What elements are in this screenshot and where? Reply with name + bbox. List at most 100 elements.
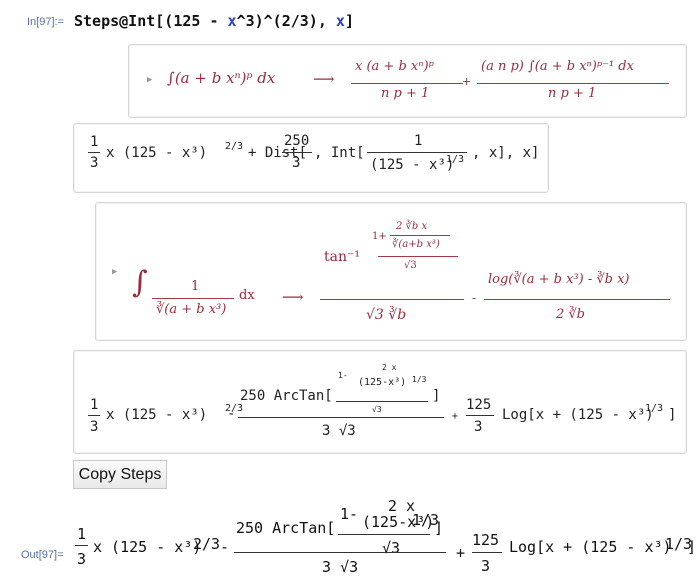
rule3-minus: -: [472, 291, 477, 305]
rule3-tan: tan⁻¹: [324, 249, 360, 265]
rule1-integral: ∫(a + b xⁿ)ᵖ dx: [167, 69, 276, 87]
copy-steps-button[interactable]: Copy Steps: [73, 460, 167, 489]
rule3-tan-inner-line: [390, 235, 450, 236]
out-in-sqrt: √3: [382, 539, 401, 557]
rule3-tan-inner-den: ∛(a+b x³): [392, 239, 440, 250]
rule1-term1-den: n p + 1: [381, 86, 430, 101]
step4-arctan-line: [238, 417, 444, 418]
step4-minus-sign: -: [227, 406, 236, 422]
out-minus: -: [220, 538, 230, 556]
input-code-mid: ^3)^(2/3),: [236, 12, 336, 30]
step2-frac-den: 3: [90, 155, 99, 171]
rule3-int-line: [152, 298, 234, 299]
out-in-exp: 1/3: [412, 511, 440, 529]
out-arctan-line: [234, 552, 446, 553]
input-var-x2: x: [335, 12, 345, 30]
expand-triangle-icon[interactable]: ▶: [147, 75, 153, 85]
step4-in-sqrt: √3: [372, 405, 382, 414]
step2-coef-den: 3: [292, 155, 301, 171]
step4-log-exp: 1/3: [645, 403, 664, 414]
step4-frac-line: [88, 415, 100, 416]
step4-log: Log[x + (125 - x³): [502, 407, 654, 423]
out-c-num: 125: [472, 531, 500, 549]
out-log: Log[x + (125 - x³): [509, 538, 672, 556]
out-frac-line: [75, 545, 88, 546]
rule3-log: log(∛(a + b x³) - ∛b x): [488, 272, 630, 287]
rule3-tan-line: [320, 299, 464, 300]
out-in-top: 1-: [340, 505, 359, 523]
step2-int: , Int[: [314, 145, 365, 161]
step2-tail: , x], x]: [472, 145, 540, 161]
out-in-line: [338, 534, 430, 535]
step2-int-line: [367, 152, 467, 153]
out-in-num: 2 x: [388, 497, 416, 515]
step2-int-num: 1: [414, 133, 423, 149]
step4-c-num: 125: [466, 397, 492, 413]
out-log-exp: 1/3: [665, 535, 693, 553]
step2-frac-line: [88, 152, 100, 153]
rule3-arrow: ⟶: [282, 288, 304, 306]
rule3-int-num: 1: [191, 279, 200, 294]
out-frac-num: 1: [77, 525, 87, 543]
input-var-x: x: [227, 12, 237, 30]
rule1-term1-num: x (a + b xⁿ)ᵖ: [355, 59, 434, 74]
input-code[interactable]: Steps@Int[(125 - x^3)^(2/3), x]: [74, 12, 354, 30]
expand-triangle-icon[interactable]: ▶: [112, 267, 118, 277]
out-plus: +: [456, 544, 466, 562]
output-label: Out[97]=: [21, 549, 64, 561]
rule1-term2-den: n p + 1: [548, 86, 597, 101]
out-arctan-den: 3 √3: [322, 558, 359, 576]
step2-int-den: (125 - x³): [370, 157, 455, 173]
rule1-term2-num: (a n p) ∫(a + b xⁿ)ᵖ⁻¹ dx: [481, 59, 634, 74]
step4-in-den: (125-x³): [358, 377, 407, 388]
out-arctan: 250 ArcTan[: [236, 519, 336, 537]
step4-c-den: 3: [474, 419, 483, 435]
step1-rule-frame[interactable]: ▶ ∫(a + b xⁿ)ᵖ dx ⟶ x (a + b xⁿ)ᵖ n p + …: [128, 44, 687, 118]
rule3-dx: dx: [239, 288, 255, 303]
rule3-log-den: 2 ∛b: [556, 307, 586, 322]
out-frac-den: 3: [77, 550, 87, 568]
step2-exp: 2/3: [225, 141, 244, 152]
step4-arctan: 250 ArcTan[: [240, 388, 333, 404]
step2-dist: + Dist[: [248, 145, 308, 161]
out-exp: 2/3: [193, 535, 221, 553]
out-bracket-close: ]: [434, 519, 444, 537]
rule3-int-den: ∛(a + b x³): [156, 302, 227, 317]
step4-arctan-den: 3 √3: [322, 423, 356, 439]
step3-rule-frame[interactable]: ▶ ∫ 1 ∛(a + b x³) dx ⟶ tan⁻¹ 1+ 2 ∛b x ∛…: [95, 202, 687, 341]
rule1-plus: +: [462, 75, 472, 88]
rule3-tan-inner-num: 2 ∛b x: [396, 221, 428, 232]
step4-frac-num: 1: [90, 397, 99, 413]
rule3-log-line: [484, 299, 670, 300]
step2-int-exp: 1/3: [446, 154, 465, 165]
input-code-post: ]: [344, 12, 354, 30]
step2-frac-num: 1: [90, 134, 99, 150]
step2-coef-num: 250: [284, 133, 310, 149]
step4-frame[interactable]: 1 3 x (125 - x³) 2/3 250 ArcTan[ 1- 2 x …: [73, 350, 687, 454]
input-code-pre: Steps@Int[(125 -: [74, 12, 228, 30]
out-c-den: 3: [481, 557, 491, 575]
out-x-part: x (125 - x³): [93, 538, 202, 556]
input-label: In[97]:=: [27, 16, 65, 28]
step4-in-exp: 1/3: [412, 375, 427, 384]
step4-c-line: [466, 415, 494, 416]
out-in-den: (125-x³): [362, 513, 435, 531]
step4-frac-den: 3: [90, 419, 99, 435]
step2-x-part: x (125 - x³): [106, 145, 208, 161]
rule3-tan-inner-1: 1+: [372, 231, 387, 242]
step4-x-part: x (125 - x³): [106, 407, 208, 423]
rule3-tan-outer-line: [378, 256, 458, 257]
rule3-tan-den: √3 ∛b: [366, 307, 407, 323]
rule3-tan-inner-den2: √3: [404, 260, 417, 271]
out-c-line: [472, 552, 502, 553]
step4-exp: 2/3: [225, 403, 244, 414]
step4-in-top: 1-: [338, 371, 348, 380]
step4-bracket-close: ]: [432, 388, 441, 404]
step4-in-line: [336, 401, 428, 402]
step4-plus: +: [452, 411, 459, 422]
rule1-term1-line: [351, 83, 463, 84]
out-log-end: ]: [687, 538, 697, 556]
rule1-arrow: ⟶: [313, 70, 335, 88]
step4-in-num: 2 x: [382, 363, 397, 372]
step2-frame[interactable]: 1 3 x (125 - x³) 2/3 + Dist[ 250 3 , Int…: [73, 123, 549, 193]
